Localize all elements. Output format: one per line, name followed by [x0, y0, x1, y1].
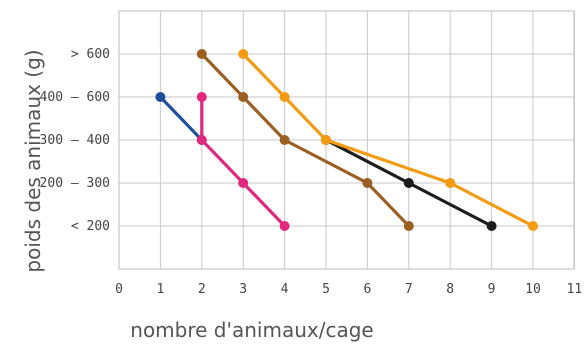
x-axis-title: nombre d'animaux/cage	[130, 318, 373, 342]
data-point	[238, 92, 248, 102]
data-point	[362, 178, 372, 188]
data-point	[321, 135, 331, 145]
data-point	[238, 49, 248, 59]
data-point	[280, 92, 290, 102]
x-tick-label: 9	[488, 282, 496, 297]
data-point	[280, 221, 290, 231]
data-point	[404, 178, 414, 188]
grid	[119, 11, 574, 269]
y-tick-label: 200 – 300	[40, 176, 110, 191]
x-tick-label: 5	[322, 282, 330, 297]
x-tick-labels: 0 1 2 3 4 5 6 7 8 9 10 11	[115, 282, 582, 297]
y-tick-label: > 600	[71, 47, 110, 62]
y-tick-label: < 200	[71, 219, 110, 234]
data-point	[445, 178, 455, 188]
x-tick-label: 11	[567, 282, 583, 297]
x-tick-label: 6	[363, 282, 371, 297]
x-tick-label: 10	[525, 282, 541, 297]
data-point	[197, 135, 207, 145]
data-point	[155, 92, 165, 102]
data-point	[197, 49, 207, 59]
data-point	[528, 221, 538, 231]
x-tick-label: 7	[405, 282, 413, 297]
data-point	[238, 178, 248, 188]
data-point	[487, 221, 497, 231]
y-tick-label: 300 – 400	[40, 133, 110, 148]
x-tick-label: 0	[115, 282, 123, 297]
y-axis-title: poids des animaux (g)	[21, 49, 45, 272]
x-tick-label: 4	[281, 282, 289, 297]
data-point	[280, 135, 290, 145]
y-tick-label: 400 – 600	[40, 90, 110, 105]
data-point	[404, 221, 414, 231]
series-line	[160, 97, 201, 140]
x-tick-label: 8	[446, 282, 454, 297]
x-tick-label: 1	[156, 282, 164, 297]
y-tick-labels: < 200 200 – 300 300 – 400 400 – 600 > 600	[40, 47, 110, 234]
x-tick-label: 3	[239, 282, 247, 297]
data-point	[197, 92, 207, 102]
x-tick-label: 2	[198, 282, 206, 297]
